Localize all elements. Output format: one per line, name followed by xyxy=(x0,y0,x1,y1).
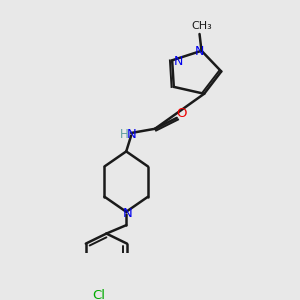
Text: Cl: Cl xyxy=(92,289,105,300)
Text: N: N xyxy=(122,207,132,220)
Text: N: N xyxy=(195,45,204,58)
Text: H: H xyxy=(120,128,129,141)
Text: CH₃: CH₃ xyxy=(191,22,212,32)
Text: N: N xyxy=(126,128,136,141)
Text: O: O xyxy=(176,107,187,120)
Text: N: N xyxy=(173,56,183,68)
